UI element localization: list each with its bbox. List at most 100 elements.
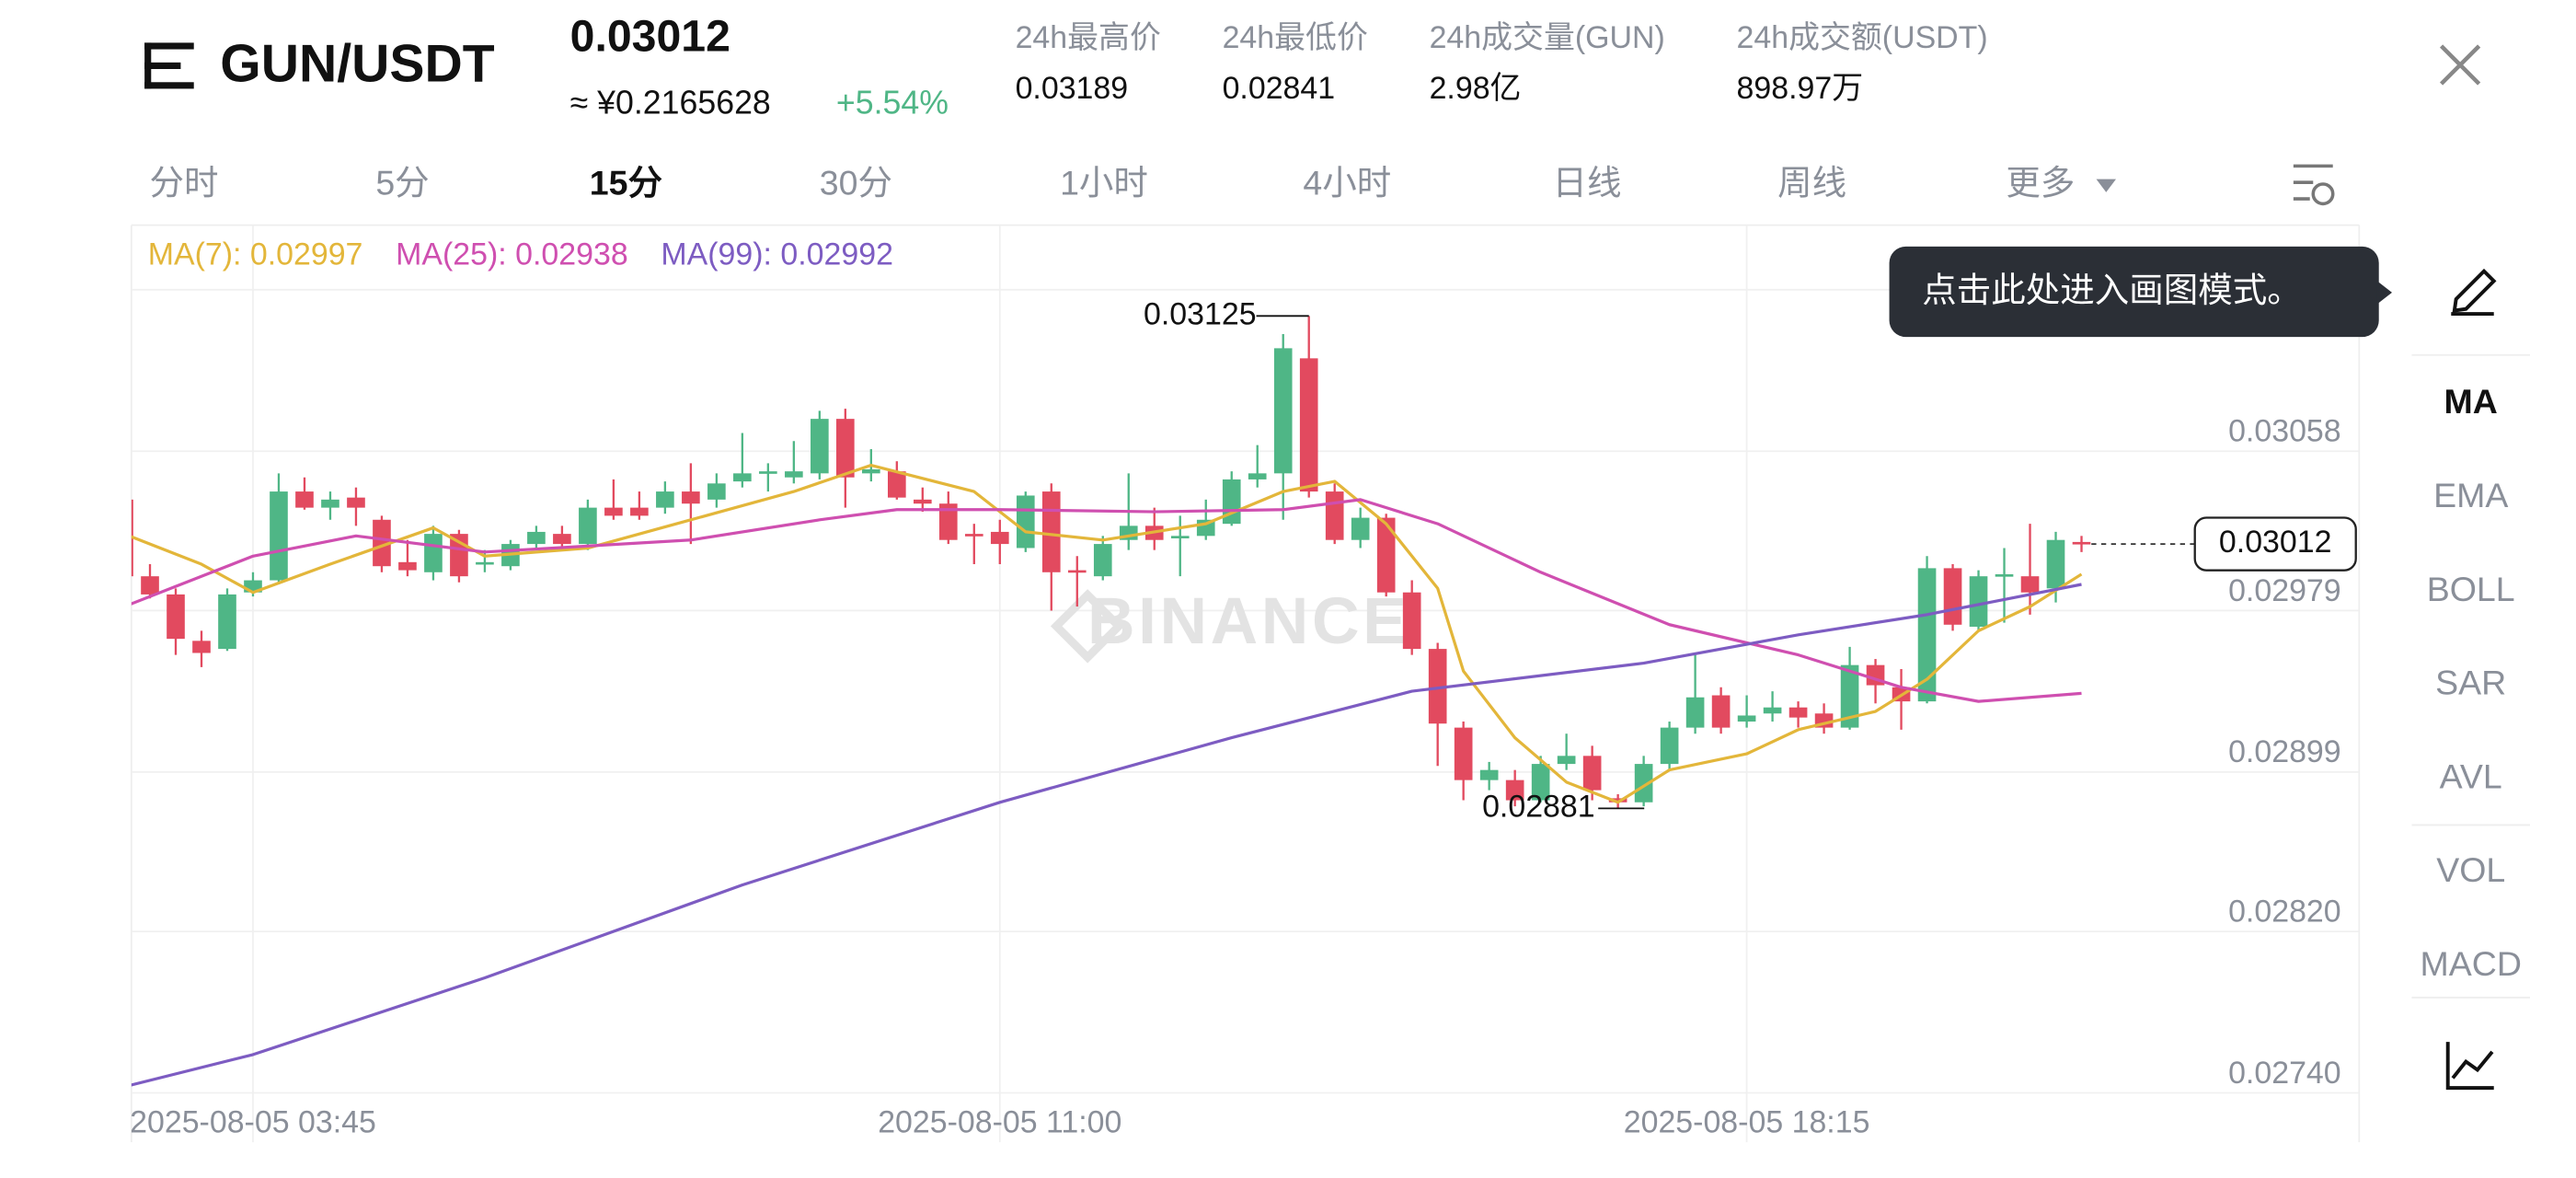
x-tick-label: 2025-08-05 18:15 [1624,1104,1870,1139]
price-cny: ≈ ¥0.2165628 [570,85,771,121]
candle-body [1995,573,2014,577]
timeframe-tab[interactable]: 周线 [1777,164,1846,202]
candle-body [1763,707,1782,714]
timeframe-tab[interactable]: 5分 [375,164,429,202]
indicator-item[interactable]: SAR [2435,664,2506,702]
x-axis: 2025-08-05 03:45 2025-08-05 11:00 2025-08-… [130,1104,1870,1139]
candle-body [476,561,494,565]
high-annotation: 0.03125 [1144,296,1257,331]
stat-label: 24h最低价 [1223,20,1368,55]
timeframe-tab[interactable]: 4小时 [1303,164,1391,202]
timeframe-tab[interactable]: 15分 [590,164,662,202]
indicator-item[interactable]: VOL [2436,850,2505,889]
indicator-item[interactable]: MA [2444,382,2498,421]
candle-body [2072,541,2091,545]
candle-body [424,534,443,572]
candle-body [347,497,365,508]
candle-body [1840,664,1859,728]
candle-body [1917,568,1937,702]
candle-body [1582,756,1602,791]
candle-body [1041,491,1061,572]
indicator-chart-icon[interactable] [2445,1042,2494,1091]
candle-body [1016,495,1035,549]
candle-body [862,468,880,474]
timeframe-tab[interactable]: 更多 [2006,164,2075,202]
grid [131,225,2360,1143]
y-tick-label: 0.02979 [2228,573,2341,608]
legend-entry: MA(99): 0.02992 [661,237,893,272]
price: 0.03012 [570,12,730,62]
candle-body [1685,697,1705,728]
candle-body [1711,695,1731,728]
candle-body [1660,727,1679,765]
candle-body [553,534,571,545]
candle-body [733,473,752,482]
stat-value: 898.97万 [1737,71,1864,106]
indicator-item[interactable]: EMA [2433,476,2508,514]
candle-body [707,483,726,500]
stat-value: 0.03189 [1016,71,1129,106]
candle-body [1454,727,1473,780]
candle-body [1402,592,1421,650]
last-price-box [2193,516,2357,572]
candle-body [1273,348,1293,474]
overlay: 0.03125 0.02881 0.03012 [1144,296,2357,824]
candle-body [398,561,417,571]
candle-body [2046,539,2065,589]
candle-body [1969,576,1988,627]
timeframe-tab[interactable]: 30分 [820,164,892,202]
candle-body [527,531,546,545]
candle-body [1608,798,1627,803]
stat-value: 0.02841 [1223,71,1336,106]
candle-body [1325,491,1344,540]
candle-body [1299,358,1318,492]
indicator-item[interactable]: AVL [2440,756,2502,795]
ma-line [131,583,2082,1087]
draw-tool-icon[interactable] [2451,268,2497,317]
legend: MA(7): 0.02997 MA(25): 0.02938 MA(99): 0.0… [148,237,893,272]
ma-line [131,498,2082,703]
low-annotation: 0.02881 [1482,789,1595,824]
candle-body [1248,473,1267,479]
candle-body [811,419,829,474]
indicator-item[interactable]: MACD [2421,944,2522,983]
candle-body [836,419,855,478]
menu-icon[interactable] [144,42,194,89]
x-tick-label: 2025-08-05 03:45 [130,1104,376,1139]
candle-body [1067,570,1087,573]
y-tick-label: 0.02820 [2228,894,2341,929]
chart-settings-icon[interactable] [2293,164,2335,206]
y-tick-label: 0.02899 [2228,734,2341,769]
last-price-label: 0.03012 [2219,525,2332,560]
candle-body [1170,536,1190,538]
stat-label: 24h成交额(USDT) [1737,20,1988,55]
x-tick-label: 2025-08-05 11:00 [878,1104,1121,1139]
tooltip[interactable]: 点击此处进入画图模式。 [1889,246,2392,338]
indicator-item[interactable]: BOLL [2427,570,2515,608]
stat-value: 2.98亿 [1430,71,1522,106]
candle-body [682,491,700,504]
timeframe-tab[interactable]: 日线 [1553,164,1622,202]
candle-body [1376,517,1396,593]
close-button[interactable] [2439,44,2481,86]
timeframe-tab[interactable]: 分时 [150,164,219,202]
candle-body [1479,769,1499,780]
candle-body [295,491,314,508]
indicator-menu: MA EMA BOLL SAR AVL VOL MACD [2421,382,2522,983]
plot [131,316,2091,1087]
candle-body [604,507,623,516]
candle-body [938,503,958,540]
pair: GUN/USDT [220,34,494,93]
price-change: +5.54% [836,85,949,121]
candle-body [630,507,649,516]
timeframe-tab[interactable]: 1小时 [1060,164,1148,202]
candle-body [1737,715,1756,722]
candle-body [1634,764,1653,803]
candle-body [2020,576,2040,593]
candle-body [131,499,133,577]
candle-body [656,491,674,508]
candle-body [373,519,391,567]
watermark: BINANCE [1087,584,1409,658]
